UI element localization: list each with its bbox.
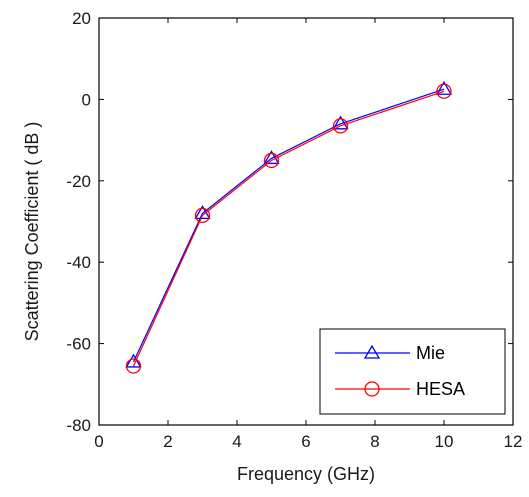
data-point-mie — [435, 80, 453, 95]
y-tick-label: -60 — [66, 335, 91, 354]
data-point-mie — [332, 115, 349, 130]
x-tick-label: 8 — [370, 432, 379, 451]
data-point-hesa — [263, 152, 280, 169]
y-axis-title: Scattering Coefficient ( dB ) — [22, 122, 42, 342]
y-tick-label: -20 — [66, 172, 91, 191]
data-point-mie — [263, 150, 280, 165]
series-line-hesa — [132, 90, 445, 367]
x-tick-label: 6 — [301, 432, 310, 451]
y-tick-label: 0 — [82, 90, 91, 109]
y-tick-label: 20 — [72, 9, 91, 28]
legend-label: Mie — [416, 343, 445, 363]
legend-box — [319, 328, 506, 415]
legend: Mie HESA — [319, 328, 506, 415]
series-hesa — [125, 83, 452, 374]
x-tick-label: 4 — [232, 432, 241, 451]
legend-label: HESA — [416, 379, 465, 399]
plot-frame — [98, 17, 514, 426]
legend-marker — [363, 344, 381, 359]
x-axis-title: Frequency (GHz) — [237, 464, 375, 484]
x-tick-label: 2 — [163, 432, 172, 451]
x-tick-label: 0 — [94, 432, 103, 451]
legend-item-hesa: HESA — [335, 379, 465, 399]
data-point-hesa — [125, 358, 142, 374]
data-point-hesa — [436, 83, 452, 99]
legend-item-mie: Mie — [335, 343, 445, 363]
legend-marker — [364, 381, 380, 397]
series-line-mie — [132, 88, 445, 363]
series-mie — [125, 80, 453, 368]
y-tick-label: -80 — [66, 416, 91, 435]
tick-labels: 0 2 4 6 8 10 12 20 0 -20 -40 -60 -80 — [66, 9, 522, 451]
data-point-hesa — [332, 118, 349, 134]
series-layer — [125, 80, 453, 374]
x-tick-label: 12 — [504, 432, 523, 451]
data-point-mie — [125, 353, 142, 368]
data-point-hesa — [194, 207, 211, 224]
x-tick-label: 10 — [435, 432, 454, 451]
y-tick-label: -40 — [66, 253, 91, 272]
